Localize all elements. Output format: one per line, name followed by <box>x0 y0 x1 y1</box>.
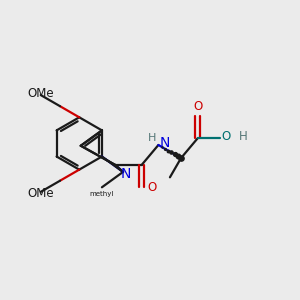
Text: O: O <box>193 100 203 113</box>
Text: O: O <box>222 130 231 143</box>
Text: N: N <box>121 167 131 181</box>
Text: H: H <box>238 130 247 143</box>
Text: N: N <box>160 136 170 151</box>
Text: OMe: OMe <box>27 187 54 200</box>
Text: O: O <box>147 181 156 194</box>
Text: H: H <box>148 134 156 143</box>
Text: OMe: OMe <box>27 87 54 100</box>
Text: methyl: methyl <box>90 191 114 197</box>
